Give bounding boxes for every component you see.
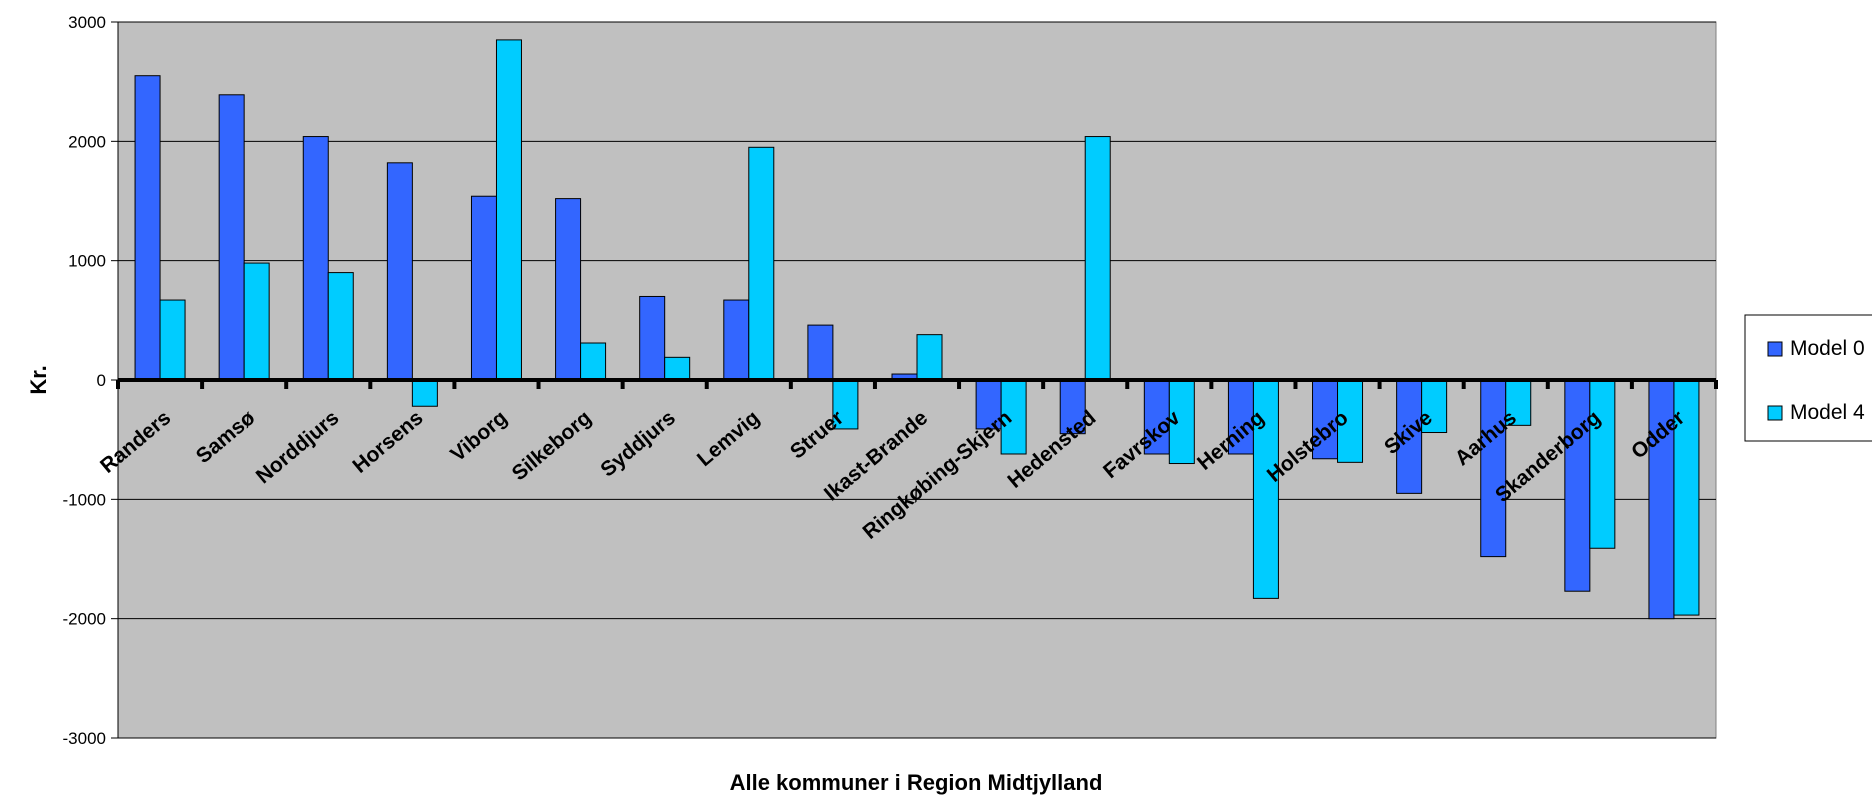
y-tick-label: 3000 [68,13,106,32]
y-tick-label: -2000 [63,610,106,629]
y-tick-label: -3000 [63,729,106,748]
bar-model-4 [664,356,691,381]
bar-model-4 [748,146,775,381]
bar-model-4 [1252,379,1279,599]
bar-model-0 [470,195,497,381]
bar-model-0 [302,136,329,381]
bar-model-4 [495,39,522,381]
bar-model-4 [1589,379,1616,549]
bar-model-4 [832,379,859,430]
legend-box [1744,314,1872,442]
bar-model-0 [1059,379,1086,435]
bar-model-0 [555,198,582,381]
bar-model-4 [159,299,186,381]
y-tick-label: 1000 [68,252,106,271]
bar-model-0 [1480,379,1507,558]
bar-model-4 [1168,379,1195,465]
bar-model-0 [1648,379,1675,620]
bar-model-4 [1673,379,1700,616]
y-tick-labels: 3000 2000 1000 0 -1000 -2000 -3000 [63,13,106,748]
axes [111,21,1718,739]
bar-model-4 [243,262,270,381]
bar-model-4 [1000,379,1027,455]
legend: Model 0 Model 4 [1744,314,1872,442]
legend-swatch [1767,405,1783,421]
legend-swatch [1767,341,1783,357]
bar-model-0 [134,75,161,381]
bar-model-0 [1564,379,1591,592]
bar-model-4 [916,334,943,381]
bar-model-0 [1312,379,1339,460]
bar-model-4 [327,272,354,381]
bar-model-0 [218,94,245,381]
y-tick-label: 2000 [68,132,106,151]
bar-model-0 [1396,379,1423,494]
bar-model-4 [1505,379,1532,426]
y-tick-label: -1000 [63,490,106,509]
gridlines [118,21,1716,739]
bar-model-4 [580,342,607,381]
bar-model-0 [723,299,750,381]
legend-label: Model 4 [1790,401,1865,424]
y-axis-title: Kr. [26,365,51,394]
bar-model-0 [386,162,413,381]
bar-model-0 [639,295,666,381]
x-axis-title: Alle kommuner i Region Midtjylland [730,770,1103,795]
bar-model-0 [1227,379,1254,455]
legend-label: Model 0 [1790,337,1865,360]
bar-model-0 [975,379,1002,430]
bar-model-4 [411,379,438,407]
y-tick-label: 0 [97,371,106,390]
bar-model-0 [807,324,834,381]
bar-model-4 [1084,136,1111,381]
bars [134,39,1700,620]
